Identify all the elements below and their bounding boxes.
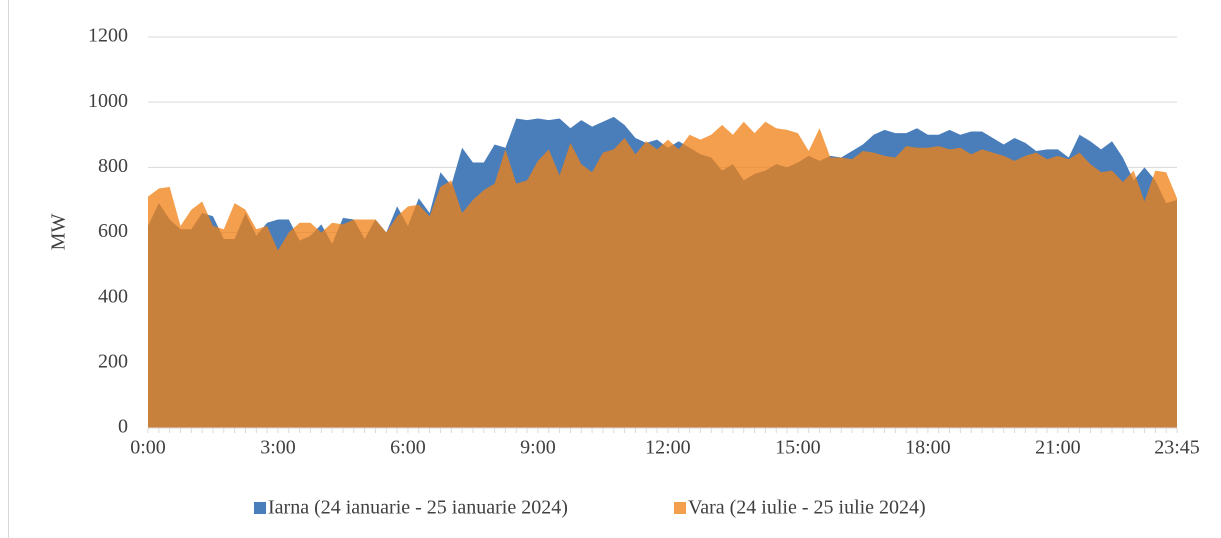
y-tick-label: 1200 (88, 25, 128, 47)
legend-swatch (674, 502, 686, 514)
legend-label: Iarna (24 ianuarie - 25 ianuarie 2024) (268, 497, 568, 519)
x-tick-label: 0:00 (130, 437, 166, 459)
x-tick-label: 9:00 (520, 437, 556, 459)
legend-swatch (254, 502, 266, 514)
x-tick-label: 23:45 (1154, 437, 1200, 459)
x-tick-label: 21:00 (1035, 437, 1081, 459)
y-tick-label: 0 (118, 416, 128, 438)
x-tick-label: 18:00 (905, 437, 951, 459)
x-tick-label: 15:00 (775, 437, 821, 459)
y-tick-label: 200 (98, 350, 128, 372)
x-tick-label: 3:00 (260, 437, 296, 459)
x-tick-label: 12:00 (645, 437, 691, 459)
x-tick-label: 6:00 (390, 437, 426, 459)
y-tick-label: 1000 (88, 90, 128, 112)
y-axis-label: MW (48, 214, 70, 251)
legend-label: Vara (24 iulie - 25 iulie 2024) (688, 497, 926, 519)
y-tick-label: 800 (98, 155, 128, 177)
area (148, 121, 1177, 428)
y-tick-label: 600 (98, 220, 128, 242)
y-tick-label: 400 (98, 285, 128, 307)
